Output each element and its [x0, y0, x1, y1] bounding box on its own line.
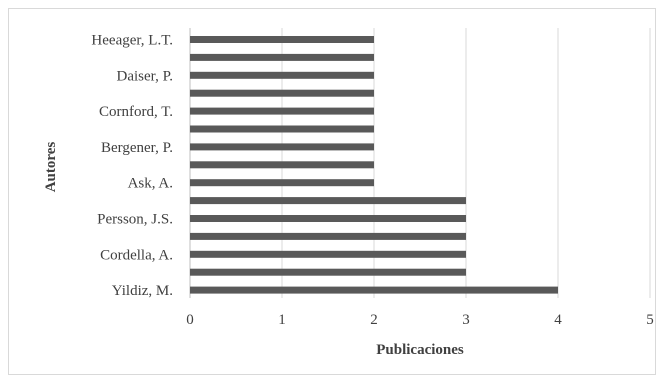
bar-10	[190, 107, 374, 115]
y-tick-label-4: Persson, J.S.	[97, 212, 173, 228]
bar-9	[190, 125, 374, 133]
x-tick-label-1: 1	[278, 312, 286, 328]
bars	[190, 36, 558, 294]
chart-frame	[8, 8, 656, 375]
y-tick-label-14: Heeager, L.T.	[91, 33, 173, 49]
y-tick-label-6: Ask, A.	[128, 176, 173, 192]
bar-8	[190, 143, 374, 151]
bar-1	[190, 268, 466, 276]
y-tick-label-8: Bergener, P.	[101, 140, 173, 156]
bar-13	[190, 53, 374, 61]
x-tick-label-5: 5	[646, 312, 654, 328]
y-axis-title: Autores	[43, 142, 59, 193]
y-tick-label-10: Cornford, T.	[99, 104, 173, 120]
x-tick-labels: 0 1 2 3 4 5	[186, 312, 654, 328]
x-tick-label-2: 2	[370, 312, 378, 328]
y-tick-label-0: Yildiz, M.	[112, 283, 173, 299]
bar-4	[190, 215, 466, 222]
x-axis-title: Publicaciones	[376, 342, 464, 358]
y-tick-labels: Yildiz, M. Cordella, A. Persson, J.S. Ask, …	[91, 33, 173, 300]
x-tick-label-0: 0	[186, 312, 194, 328]
bar-12	[190, 71, 374, 79]
bar-7	[190, 161, 374, 169]
bar-3	[190, 232, 466, 240]
bar-2	[190, 250, 466, 258]
bar-6	[190, 179, 374, 187]
bar-11	[190, 89, 374, 97]
bar-5	[190, 197, 466, 205]
y-tick-label-2: Cordella, A.	[100, 247, 173, 263]
bar-0	[190, 286, 558, 294]
bar-14	[190, 36, 374, 43]
x-tick-label-4: 4	[554, 312, 562, 328]
y-tick-label-12: Daiser, P.	[117, 68, 173, 84]
x-tick-label-3: 3	[462, 312, 470, 328]
